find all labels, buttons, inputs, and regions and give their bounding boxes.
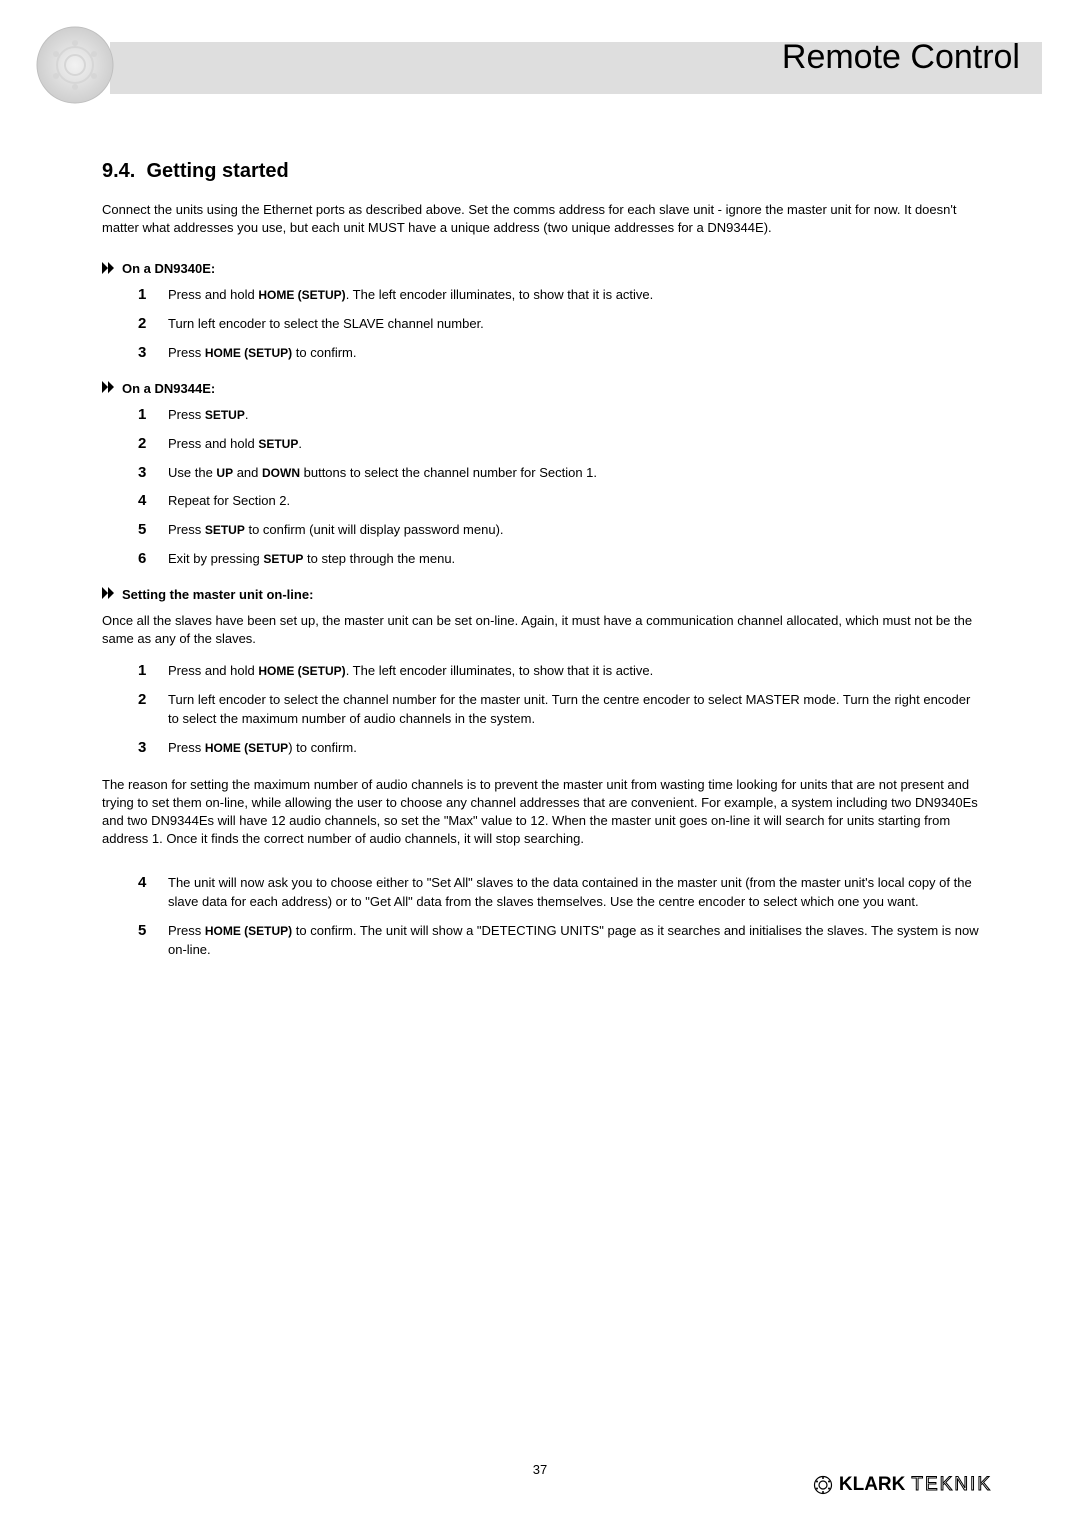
list-number: 3 (138, 739, 154, 758)
list-item: 2 Turn left encoder to select the channel… (138, 691, 980, 729)
list-item: 2 Turn left encoder to select the SLAVE c… (138, 315, 980, 334)
list-text: Press and hold HOME (SETUP). The left en… (168, 286, 980, 305)
list-number: 2 (138, 691, 154, 729)
page-title: Remote Control (782, 38, 1020, 77)
list-text: Press HOME (SETUP) to confirm. The unit … (168, 922, 980, 960)
logo-klark: KLARK (839, 1474, 906, 1496)
logo-teknik: TEKNIK (911, 1474, 992, 1496)
section-number: 9.4. (102, 160, 135, 182)
list-number: 4 (138, 874, 154, 912)
list-item: 5 Press HOME (SETUP) to confirm. The unit… (138, 922, 980, 960)
footer: 37 KLARKTEKNIK (0, 1462, 1080, 1492)
list-number: 3 (138, 344, 154, 363)
list-text: Press and hold SETUP. (168, 435, 980, 454)
sub-heading-dn9344e: On a DN9344E: (102, 381, 980, 396)
list-number: 2 (138, 435, 154, 454)
arrow-icon (102, 587, 116, 601)
list-number: 2 (138, 315, 154, 334)
arrow-icon (102, 381, 116, 395)
sub-heading-dn9340e: On a DN9340E: (102, 261, 980, 276)
list-item: 3 Press HOME (SETUP) to confirm. (138, 739, 980, 758)
list-item: 2 Press and hold SETUP. (138, 435, 980, 454)
list-number: 1 (138, 406, 154, 425)
list-item: 5 Press SETUP to confirm (unit will displ… (138, 521, 980, 540)
arrow-icon (102, 262, 116, 276)
main-content: 9.4. Getting started Connect the units u… (102, 160, 980, 978)
page-number: 37 (533, 1462, 547, 1477)
list-item: 3 Press HOME (SETUP) to confirm. (138, 344, 980, 363)
list-item: 1 Press and hold HOME (SETUP). The left e… (138, 286, 980, 305)
sub3-intro: Once all the slaves have been set up, th… (102, 612, 980, 648)
sub3-mid-para: The reason for setting the maximum numbe… (102, 776, 980, 849)
list-master-a: 1 Press and hold HOME (SETUP). The left e… (138, 662, 980, 757)
list-item: 4 Repeat for Section 2. (138, 492, 980, 511)
list-item: 4 The unit will now ask you to choose eit… (138, 874, 980, 912)
list-number: 5 (138, 521, 154, 540)
sub-heading-label: On a DN9340E: (122, 261, 215, 276)
list-text: Press and hold HOME (SETUP). The left en… (168, 662, 980, 681)
list-text: Turn left encoder to select the SLAVE ch… (168, 315, 980, 334)
list-master-b: 4 The unit will now ask you to choose eit… (138, 874, 980, 959)
list-number: 3 (138, 464, 154, 483)
list-item: 1 Press and hold HOME (SETUP). The left e… (138, 662, 980, 681)
sub-heading-master-online: Setting the master unit on-line: (102, 587, 980, 602)
list-text: Press HOME (SETUP) to confirm. (168, 739, 980, 758)
list-number: 5 (138, 922, 154, 960)
sub-heading-label: Setting the master unit on-line: (122, 587, 313, 602)
section-heading: Getting started (146, 160, 288, 182)
list-text: Press HOME (SETUP) to confirm. (168, 344, 980, 363)
list-number: 1 (138, 662, 154, 681)
header-badge (36, 26, 114, 104)
list-text: Exit by pressing SETUP to step through t… (168, 550, 980, 569)
sub-heading-label: On a DN9344E: (122, 381, 215, 396)
list-text: Use the UP and DOWN buttons to select th… (168, 464, 980, 483)
list-number: 4 (138, 492, 154, 511)
list-text: Turn left encoder to select the channel … (168, 691, 980, 729)
list-text: The unit will now ask you to choose eith… (168, 874, 980, 912)
list-text: Repeat for Section 2. (168, 492, 980, 511)
list-item: 1 Press SETUP. (138, 406, 980, 425)
list-number: 1 (138, 286, 154, 305)
list-item: 6 Exit by pressing SETUP to step through … (138, 550, 980, 569)
list-item: 3 Use the UP and DOWN buttons to select t… (138, 464, 980, 483)
list-number: 6 (138, 550, 154, 569)
gear-icon (813, 1475, 833, 1495)
list-text: Press SETUP. (168, 406, 980, 425)
list-text: Press SETUP to confirm (unit will displa… (168, 521, 980, 540)
section-title: 9.4. Getting started (102, 160, 980, 183)
footer-logo: KLARKTEKNIK (813, 1474, 992, 1496)
section-intro: Connect the units using the Ethernet por… (102, 201, 980, 237)
list-dn9340e: 1 Press and hold HOME (SETUP). The left e… (138, 286, 980, 363)
list-dn9344e: 1 Press SETUP. 2 Press and hold SETUP. 3 Us… (138, 406, 980, 569)
